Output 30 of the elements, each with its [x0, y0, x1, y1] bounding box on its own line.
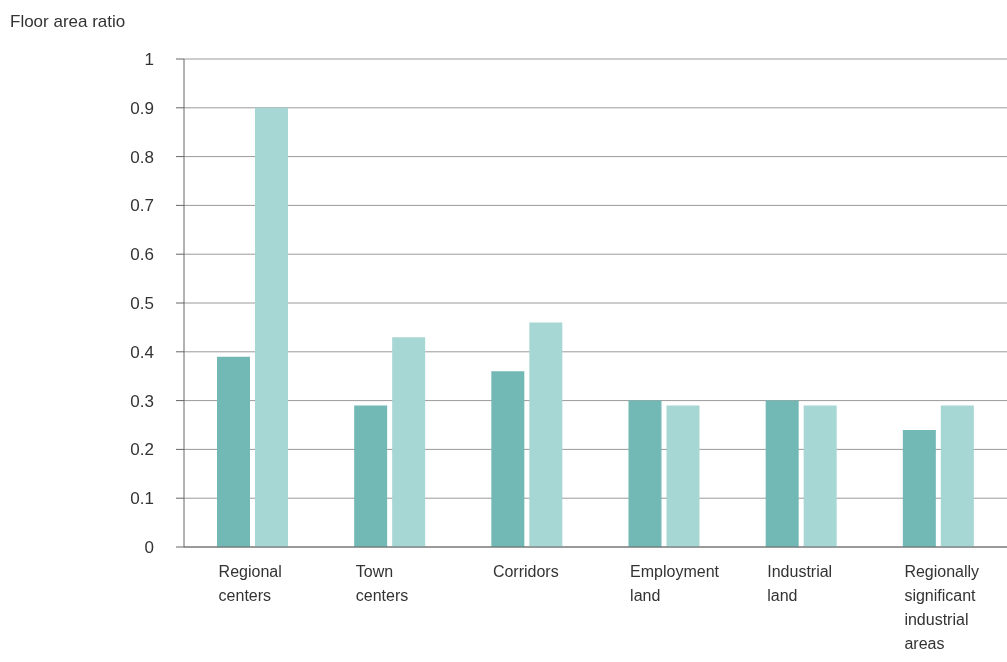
bar	[803, 405, 837, 547]
y-tick-label: 0.2	[130, 440, 154, 460]
bar	[217, 356, 250, 547]
bar	[628, 400, 662, 547]
y-tick-label: 0.7	[130, 196, 154, 216]
y-tick-label: 0.9	[130, 98, 154, 118]
bar	[529, 322, 563, 547]
y-tick-label: 1	[144, 50, 154, 70]
x-tick-label: Town centers	[355, 563, 409, 604]
x-tick-label: Regional centers	[218, 563, 282, 604]
y-tick-label: 0.8	[130, 147, 154, 167]
bar	[666, 405, 700, 547]
bar	[392, 337, 426, 547]
bar	[940, 405, 974, 547]
bar	[902, 429, 936, 547]
y-tick-label: 0.3	[130, 391, 154, 411]
y-axis-title: Floor area ratio	[10, 12, 126, 32]
x-tick-label: Regionally significant industrial areas	[904, 563, 980, 652]
y-tick-label: 0.5	[130, 294, 154, 314]
bar	[255, 107, 288, 547]
y-tick-label: 0.1	[130, 489, 154, 509]
bar	[354, 405, 388, 547]
y-tick-label: 0.6	[130, 245, 154, 265]
x-tick-label: Industrial land	[767, 563, 833, 604]
x-tick-label: Employment land	[630, 563, 720, 604]
bar	[765, 400, 799, 547]
y-tick-label: 0.4	[130, 342, 154, 362]
x-tick-label: Corridors	[492, 563, 559, 580]
bar	[491, 371, 525, 547]
y-tick-label: 0	[144, 538, 154, 558]
